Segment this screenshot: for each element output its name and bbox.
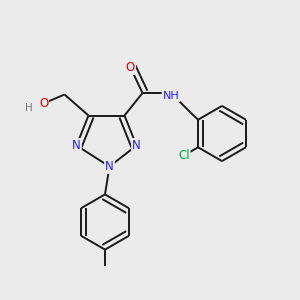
Text: N: N <box>72 139 81 152</box>
Text: N: N <box>132 139 141 152</box>
Text: N: N <box>105 160 114 173</box>
Text: Cl: Cl <box>178 149 190 162</box>
Text: H: H <box>25 103 32 113</box>
Text: NH: NH <box>163 91 179 101</box>
Text: O: O <box>126 61 135 74</box>
Text: O: O <box>39 97 48 110</box>
